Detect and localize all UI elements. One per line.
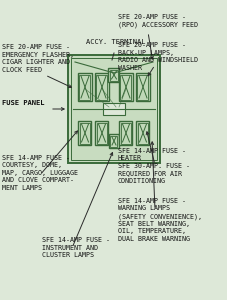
- Bar: [95, 73, 109, 101]
- Bar: [137, 74, 148, 100]
- Text: SFE 20-AMP FUSE -
EMERGENCY FLASHER,
CIGAR LIGHTER AND
CLOCK FEED: SFE 20-AMP FUSE - EMERGENCY FLASHER, CIG…: [2, 44, 74, 73]
- Bar: [136, 121, 149, 145]
- Text: SFE 14-AMP FUSE -
WARNING LAMPS
(SAFETY CONVENIENCE),
SEAT BELT WARNING,
OIL, TE: SFE 14-AMP FUSE - WARNING LAMPS (SAFETY …: [118, 198, 201, 242]
- Text: SFE 14-AMP FUSE -
INSTRUMENT AND
CLUSTER LAMPS: SFE 14-AMP FUSE - INSTRUMENT AND CLUSTER…: [42, 237, 109, 258]
- Bar: [120, 74, 131, 100]
- Bar: [78, 121, 91, 145]
- Bar: [103, 103, 124, 115]
- Text: SFE 20-AMP FUSE -
BACK-UP LAMPS,
RADIO AND WINDSHIELD
WASHER: SFE 20-AMP FUSE - BACK-UP LAMPS, RADIO A…: [118, 42, 197, 70]
- Text: SFE 14-AMP FUSE -
HEATER
SFE 30-AMP. FUSE -
REQUIRED FOR AIR
CONDITIONING: SFE 14-AMP FUSE - HEATER SFE 30-AMP. FUS…: [118, 148, 189, 184]
- Bar: [109, 134, 118, 148]
- Bar: [118, 73, 132, 101]
- Bar: [95, 121, 108, 145]
- Bar: [71, 58, 156, 160]
- Bar: [79, 74, 90, 100]
- Bar: [109, 70, 118, 80]
- Bar: [96, 122, 106, 143]
- Bar: [121, 122, 131, 143]
- Bar: [108, 68, 119, 82]
- Text: SFE 20-AMP FUSE -
(RPO) ACCESSORY FEED: SFE 20-AMP FUSE - (RPO) ACCESSORY FEED: [118, 14, 197, 28]
- Bar: [135, 73, 149, 101]
- Bar: [119, 121, 132, 145]
- Bar: [80, 122, 90, 143]
- Bar: [68, 55, 159, 163]
- Bar: [96, 74, 107, 100]
- Bar: [78, 73, 92, 101]
- Text: ACCY. TERMINAL: ACCY. TERMINAL: [86, 39, 145, 45]
- Text: SFE 14-AMP FUSE -
COURTESY, DOME,
MAP, CARGO, LUGGAGE
AND CLOVE COMPART-
MENT LA: SFE 14-AMP FUSE - COURTESY, DOME, MAP, C…: [2, 155, 78, 191]
- Bar: [110, 136, 117, 146]
- Text: FUSE PANEL: FUSE PANEL: [2, 100, 44, 106]
- Bar: [137, 122, 147, 143]
